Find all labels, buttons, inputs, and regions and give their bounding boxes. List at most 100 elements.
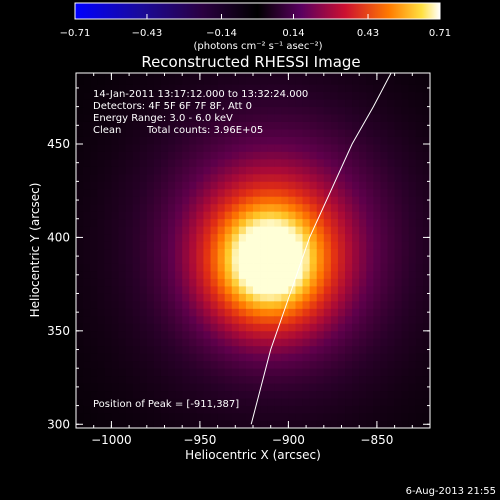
heatmap-pixel <box>217 271 226 279</box>
heatmap-pixel <box>309 315 318 324</box>
heatmap-pixel <box>146 293 155 302</box>
heatmap-pixel <box>288 330 296 339</box>
heatmap-pixel <box>160 293 169 302</box>
heatmap-pixel <box>366 375 374 384</box>
heatmap-pixel <box>373 166 381 175</box>
heatmap-pixel <box>323 413 332 421</box>
heatmap-pixel <box>330 241 339 250</box>
heatmap-pixel <box>401 345 410 354</box>
heatmap-pixel <box>217 338 226 347</box>
heatmap-pixel <box>125 405 134 414</box>
heatmap-pixel <box>83 188 91 197</box>
heatmap-pixel <box>118 73 126 78</box>
heatmap-pixel <box>231 99 240 108</box>
heatmap-pixel <box>224 248 233 257</box>
heatmap-pixel <box>217 76 226 85</box>
heatmap-pixel <box>160 390 169 399</box>
heatmap-pixel <box>189 129 197 137</box>
heatmap-pixel <box>330 383 339 392</box>
heatmap-pixel <box>231 271 240 279</box>
heatmap-pixel <box>302 218 311 227</box>
heatmap-pixel <box>83 330 91 339</box>
heatmap-pixel <box>83 196 91 205</box>
heatmap-pixel <box>76 405 84 414</box>
heatmap-pixel <box>394 330 403 339</box>
heatmap-pixel <box>323 73 332 78</box>
heatmap-pixel <box>146 368 155 377</box>
heatmap-pixel <box>104 188 112 197</box>
heatmap-pixel <box>217 73 226 78</box>
heatmap-pixel <box>182 76 190 85</box>
heatmap-pixel <box>260 278 268 287</box>
heatmap-pixel <box>168 151 176 160</box>
heatmap-pixel <box>267 99 275 108</box>
heatmap-pixel <box>345 84 353 93</box>
heatmap-pixel <box>281 91 289 100</box>
heatmap-pixel <box>146 405 155 414</box>
heatmap-pixel <box>366 233 374 242</box>
heatmap-pixel <box>203 398 211 406</box>
heatmap-pixel <box>90 278 98 287</box>
heatmap-pixel <box>267 271 275 279</box>
heatmap-pixel <box>83 323 91 332</box>
heatmap-pixel <box>415 248 424 257</box>
heatmap-pixel <box>168 233 176 242</box>
heatmap-pixel <box>146 226 155 235</box>
heatmap-pixel <box>359 211 367 220</box>
heatmap-pixel <box>309 121 318 130</box>
heatmap-pixel <box>153 84 162 93</box>
heatmap-pixel <box>76 226 84 235</box>
heatmap-pixel <box>330 203 339 212</box>
heatmap-pixel <box>210 114 218 122</box>
heatmap-pixel <box>146 308 155 317</box>
heatmap-pixel <box>83 129 91 137</box>
heatmap-pixel <box>281 144 289 152</box>
heatmap-image <box>76 73 430 428</box>
heatmap-pixel <box>76 196 84 205</box>
heatmap-pixel <box>203 84 211 93</box>
heatmap-pixel <box>352 300 360 309</box>
heatmap-pixel <box>288 398 296 406</box>
heatmap-pixel <box>337 405 346 414</box>
heatmap-pixel <box>387 241 395 250</box>
heatmap-pixel <box>146 300 155 309</box>
heatmap-pixel <box>76 76 84 85</box>
heatmap-pixel <box>309 398 318 406</box>
heatmap-pixel <box>394 345 403 354</box>
heatmap-pixel <box>295 76 303 85</box>
heatmap-pixel <box>189 390 197 399</box>
heatmap-pixel <box>153 76 162 85</box>
heatmap-pixel <box>359 256 367 264</box>
heatmap-pixel <box>132 166 141 175</box>
heatmap-pixel <box>189 263 197 272</box>
heatmap-pixel <box>104 114 112 122</box>
heatmap-pixel <box>210 129 218 137</box>
heatmap-pixel <box>238 233 247 242</box>
heatmap-pixel <box>210 241 218 250</box>
heatmap-pixel <box>104 360 112 369</box>
heatmap-pixel <box>366 166 374 175</box>
heatmap-pixel <box>90 218 98 227</box>
heatmap-pixel <box>323 106 332 115</box>
heatmap-pixel <box>260 106 268 115</box>
heatmap-pixel <box>302 390 311 399</box>
heatmap-pixel <box>316 218 325 227</box>
heatmap-pixel <box>132 300 141 309</box>
heatmap-pixel <box>182 353 190 362</box>
heatmap-pixel <box>168 91 176 100</box>
heatmap-pixel <box>359 405 367 414</box>
heatmap-pixel <box>309 330 318 339</box>
heatmap-pixel <box>132 383 141 392</box>
heatmap-pixel <box>182 308 190 317</box>
heatmap-pixel <box>323 368 332 377</box>
heatmap-pixel <box>182 323 190 332</box>
heatmap-pixel <box>90 233 98 242</box>
heatmap-pixel <box>90 338 98 347</box>
heatmap-pixel <box>210 91 218 100</box>
heatmap-pixel <box>139 345 148 354</box>
heatmap-pixel <box>373 300 381 309</box>
heatmap-pixel <box>408 293 417 302</box>
heatmap-pixel <box>394 173 403 182</box>
heatmap-pixel <box>97 91 105 100</box>
heatmap-pixel <box>153 271 162 279</box>
